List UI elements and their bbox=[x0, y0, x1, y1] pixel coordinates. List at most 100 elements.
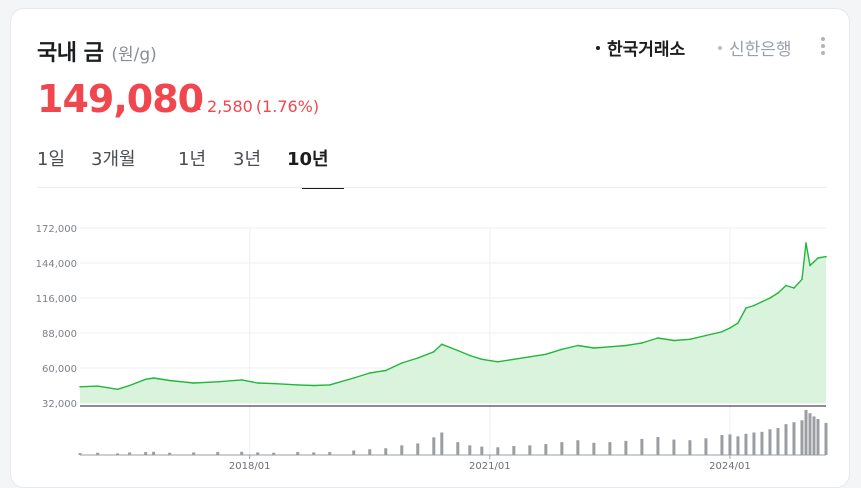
volume-bar bbox=[400, 445, 404, 455]
volume-bar bbox=[560, 442, 564, 455]
volume-bar bbox=[78, 453, 82, 455]
volume-bar bbox=[816, 419, 820, 455]
price-point bbox=[793, 287, 795, 289]
volume-bar bbox=[192, 452, 196, 455]
volume-bar bbox=[656, 437, 660, 455]
volume-bar bbox=[720, 435, 724, 455]
volume-bar bbox=[272, 452, 276, 455]
tab-3y[interactable]: 3년 bbox=[233, 149, 262, 170]
volume-bar bbox=[744, 433, 748, 455]
triangle-up-icon bbox=[191, 103, 201, 110]
source-shinhan[interactable]: 신한은행 bbox=[718, 35, 792, 60]
unit-label: (원/g) bbox=[111, 45, 157, 65]
volume-bar bbox=[432, 437, 436, 455]
price-change: 2,580 (1.76%) bbox=[191, 97, 319, 116]
volume-bar bbox=[576, 440, 580, 455]
volume-bar bbox=[728, 434, 732, 455]
tab-1d[interactable]: 1일 bbox=[37, 149, 66, 170]
price-point bbox=[805, 242, 807, 244]
active-tab-indicator bbox=[302, 187, 344, 189]
volume-bar bbox=[468, 445, 472, 455]
price-point bbox=[529, 355, 531, 358]
price-point bbox=[753, 304, 755, 307]
change-percent: (1.76%) bbox=[255, 97, 320, 116]
price-point bbox=[513, 358, 515, 361]
price-point bbox=[561, 348, 563, 351]
volume-bar bbox=[592, 442, 596, 455]
price-point bbox=[825, 255, 827, 258]
volume-bar bbox=[704, 438, 708, 455]
price-point bbox=[817, 257, 819, 259]
volume-bar bbox=[216, 452, 220, 455]
asset-title: 국내 금 bbox=[37, 41, 104, 66]
price-point bbox=[457, 349, 459, 352]
volume-bar bbox=[144, 452, 148, 455]
title-row: 국내 금 (원/g) bbox=[37, 35, 157, 67]
price-point bbox=[116, 388, 119, 391]
volume-bar bbox=[752, 432, 756, 455]
volume-bar bbox=[440, 432, 444, 455]
x-tick-label: 2024/01 bbox=[709, 461, 751, 471]
current-price: 149,080 bbox=[37, 77, 204, 121]
price-chart: 172,000 144,000 116,000 88,000 60,000 32,000 2… bbox=[36, 224, 828, 471]
volume-bar bbox=[544, 444, 548, 455]
price-point bbox=[801, 278, 803, 281]
volume-bar bbox=[456, 442, 460, 455]
volume-bar bbox=[96, 452, 100, 455]
volume-bar bbox=[812, 416, 816, 455]
volume-bar bbox=[760, 431, 764, 455]
price-point bbox=[641, 342, 643, 344]
price-point bbox=[272, 382, 275, 385]
tab-1y[interactable]: 1년 bbox=[178, 149, 207, 170]
selected-dot-icon bbox=[596, 45, 600, 50]
more-vertical-icon[interactable] bbox=[821, 37, 825, 58]
price-point bbox=[432, 350, 435, 353]
price-point bbox=[813, 260, 815, 263]
price-point bbox=[152, 377, 155, 379]
volume-bar bbox=[512, 446, 516, 455]
volume-bar bbox=[640, 438, 644, 455]
price-point bbox=[777, 292, 779, 294]
divider bbox=[37, 187, 827, 188]
unselected-dot-icon bbox=[718, 45, 722, 50]
price-point bbox=[192, 382, 195, 384]
price-point bbox=[469, 354, 471, 357]
volume-bar bbox=[824, 422, 828, 455]
y-tick-label: 116,000 bbox=[36, 294, 77, 305]
price-point bbox=[497, 360, 499, 363]
y-tick-label: 144,000 bbox=[36, 259, 77, 270]
tab-3m[interactable]: 3개월 bbox=[91, 149, 136, 170]
price-point bbox=[545, 353, 547, 356]
volume-bar bbox=[496, 447, 500, 455]
x-tick-label: 2021/01 bbox=[469, 461, 511, 471]
gold-price-card: 국내 금 (원/g) 한국거래소 신한은행 149,080 2,580 (1.7… bbox=[10, 8, 850, 488]
volume-bar bbox=[152, 451, 156, 455]
source-krx[interactable]: 한국거래소 bbox=[596, 35, 685, 60]
price-point bbox=[809, 264, 811, 267]
price-point bbox=[705, 334, 707, 337]
tab-10y[interactable]: 10년 bbox=[287, 149, 329, 170]
volume-bar bbox=[256, 452, 260, 455]
volume-bar bbox=[736, 436, 740, 455]
price-point bbox=[737, 322, 739, 324]
volume-bar bbox=[624, 440, 628, 455]
volume-bar bbox=[312, 452, 316, 455]
price-point bbox=[440, 343, 443, 346]
price-point bbox=[240, 379, 243, 381]
volume-bar bbox=[240, 451, 244, 455]
volume-bar bbox=[608, 442, 612, 455]
price-point bbox=[721, 330, 723, 333]
price-point bbox=[609, 345, 611, 348]
volume-bar bbox=[416, 443, 420, 455]
volume-bar bbox=[296, 452, 300, 455]
volume-bar bbox=[384, 448, 388, 455]
volume-bar bbox=[804, 410, 808, 455]
source-krx-label: 한국거래소 bbox=[607, 40, 686, 60]
y-tick-label: 32,000 bbox=[42, 399, 77, 410]
volume-bar bbox=[808, 413, 812, 455]
volume-bar bbox=[368, 449, 372, 455]
volume-bar bbox=[776, 428, 780, 455]
price-point bbox=[785, 284, 787, 287]
x-tick-label: 2018/01 bbox=[229, 461, 271, 471]
volume-bar bbox=[768, 429, 772, 455]
